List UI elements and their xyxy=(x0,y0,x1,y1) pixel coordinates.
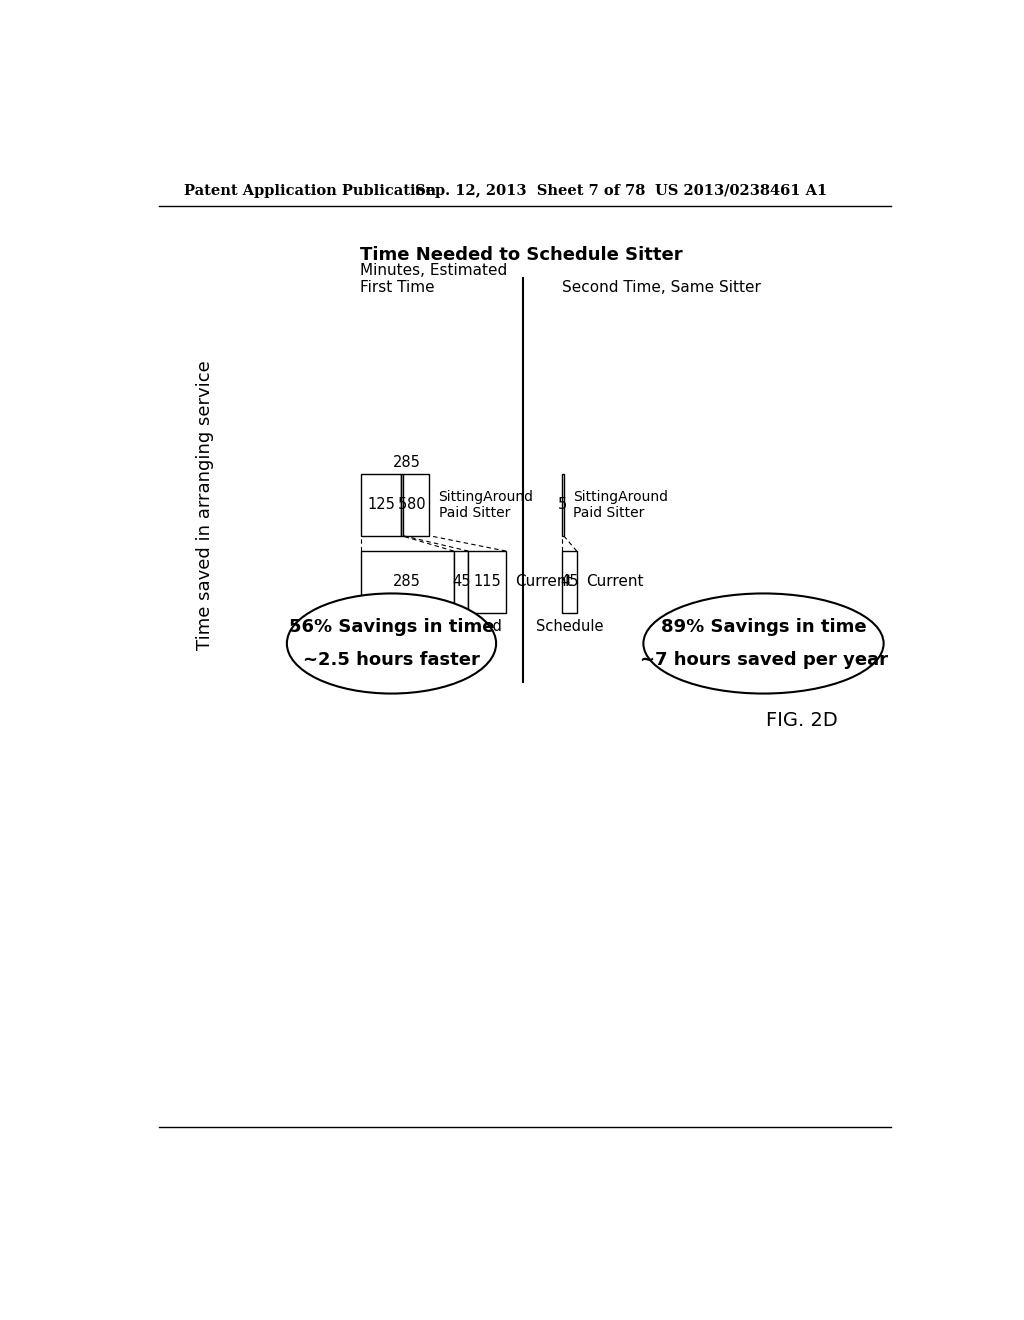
Text: Second Time, Same Sitter: Second Time, Same Sitter xyxy=(562,280,761,296)
Bar xyxy=(360,474,401,536)
Text: 5: 5 xyxy=(397,498,407,512)
Text: Time Needed to Schedule Sitter: Time Needed to Schedule Sitter xyxy=(360,246,683,264)
Text: Share
Schedule: Share Schedule xyxy=(374,619,441,651)
Text: ~7 hours saved per year: ~7 hours saved per year xyxy=(640,652,888,669)
Text: Find: Find xyxy=(472,619,502,634)
Text: 125: 125 xyxy=(367,498,395,512)
Text: 89% Savings in time: 89% Savings in time xyxy=(660,618,866,635)
Text: 80: 80 xyxy=(407,498,425,512)
Bar xyxy=(454,552,469,612)
Ellipse shape xyxy=(287,594,496,693)
Text: 285: 285 xyxy=(393,455,421,470)
Text: 285: 285 xyxy=(393,574,421,590)
Bar xyxy=(469,552,506,612)
Text: US 2013/0238461 A1: US 2013/0238461 A1 xyxy=(655,183,827,198)
Text: Vet: Vet xyxy=(450,619,473,634)
Text: 45: 45 xyxy=(560,574,579,590)
Text: Minutes, Estimated: Minutes, Estimated xyxy=(360,263,508,277)
Text: First Time: First Time xyxy=(360,280,435,296)
Bar xyxy=(562,474,563,536)
Text: Current: Current xyxy=(515,574,572,590)
Text: Current: Current xyxy=(586,574,643,590)
Bar xyxy=(360,552,454,612)
Bar xyxy=(401,474,403,536)
Text: Patent Application Publication: Patent Application Publication xyxy=(183,183,436,198)
Text: 115: 115 xyxy=(473,574,501,590)
Text: ~2.5 hours faster: ~2.5 hours faster xyxy=(303,652,480,669)
Text: Sep. 12, 2013  Sheet 7 of 78: Sep. 12, 2013 Sheet 7 of 78 xyxy=(415,183,645,198)
Text: 5: 5 xyxy=(558,498,567,512)
Text: 56% Savings in time: 56% Savings in time xyxy=(289,618,495,635)
Bar xyxy=(562,552,577,612)
Text: Schedule: Schedule xyxy=(536,619,603,634)
Text: SittingAround
Paid Sitter: SittingAround Paid Sitter xyxy=(573,490,668,520)
Text: Time saved in arranging service: Time saved in arranging service xyxy=(197,360,214,649)
Text: SittingAround
Paid Sitter: SittingAround Paid Sitter xyxy=(438,490,534,520)
Bar xyxy=(403,474,429,536)
Text: 45: 45 xyxy=(452,574,470,590)
Text: FIG. 2D: FIG. 2D xyxy=(766,711,838,730)
Ellipse shape xyxy=(643,594,884,693)
